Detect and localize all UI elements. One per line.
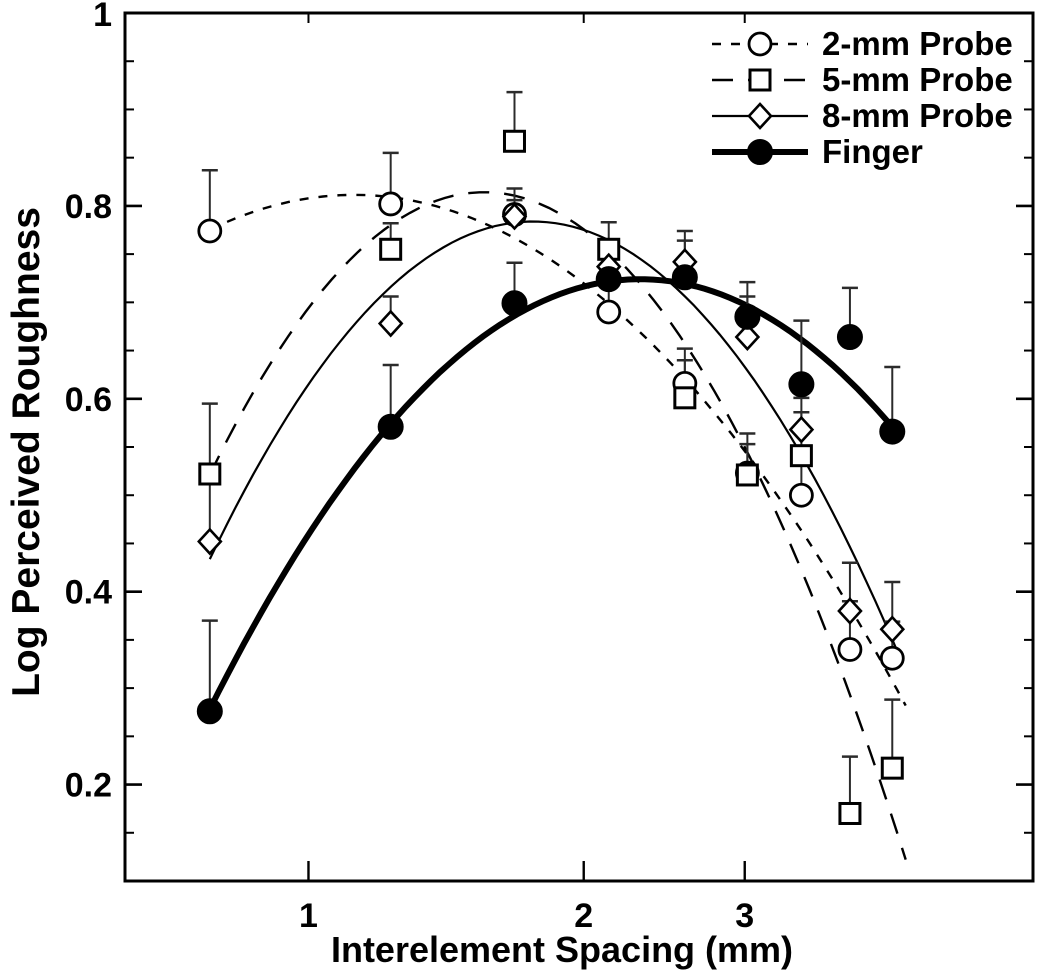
legend-marker-5mm-probe	[712, 68, 808, 92]
data-point-marker	[788, 371, 815, 398]
legend-item-2mm-probe: 2-mm Probe	[712, 25, 1013, 62]
fit-curve-8-mm-probe	[208, 220, 903, 662]
data-point-marker	[879, 418, 906, 445]
series-finger	[196, 264, 906, 725]
x-tick-label: 3	[735, 897, 754, 935]
data-point-marker	[378, 191, 404, 217]
legend-marker-glyph	[747, 139, 773, 165]
fit-curve-5-mm-probe	[208, 191, 907, 860]
data-point-marker	[595, 266, 622, 293]
data-point-marker	[788, 415, 815, 444]
legend-label: 2-mm Probe	[822, 25, 1013, 62]
data-point-marker	[596, 299, 622, 325]
data-point-marker	[734, 303, 761, 330]
legend-label: Finger	[822, 133, 923, 170]
data-point-marker	[196, 698, 223, 725]
y-tick-label: 0.6	[65, 381, 112, 419]
data-point-marker	[377, 413, 404, 440]
y-tick-label: 0.4	[65, 574, 112, 612]
data-point-marker	[197, 218, 223, 244]
data-point-marker	[671, 264, 698, 291]
legend-marker-glyph	[747, 31, 773, 57]
x-axis-title: Interelement Spacing (mm)	[330, 929, 794, 970]
legend-marker-finger	[712, 139, 808, 165]
data-point-marker	[789, 444, 813, 468]
data-point-marker	[502, 129, 526, 153]
series-5-mm-probe	[198, 129, 904, 825]
fitted-curves	[207, 191, 907, 860]
legend-marker-2mm-probe	[712, 31, 808, 57]
legend-marker-8mm-probe	[712, 102, 808, 130]
data-point-marker	[501, 202, 528, 231]
fit-curve-finger	[207, 276, 895, 711]
series-8-mm-probe	[197, 202, 906, 644]
legend-item-finger: Finger	[712, 133, 1013, 170]
data-point-marker	[379, 237, 403, 261]
x-tick-label: 2	[574, 897, 593, 935]
data-point-marker	[197, 527, 223, 556]
data-point-marker	[198, 462, 222, 486]
data-point-marker	[837, 637, 863, 662]
legend-item-5mm-probe: 5-mm Probe	[712, 61, 1013, 98]
axis-ticks: 1 0.8 0.6 0.4 0.2 1 2 3	[65, 0, 1033, 935]
data-point-marker	[747, 139, 773, 165]
data-point-marker	[837, 597, 863, 625]
data-point-marker	[879, 645, 905, 671]
data-point-marker	[879, 615, 906, 644]
data-point-marker	[836, 324, 863, 351]
legend-label: 5-mm Probe	[822, 61, 1013, 98]
data-point-marker	[880, 756, 904, 780]
data-point-marker	[673, 386, 697, 410]
x-tick-label: 1	[299, 897, 318, 935]
data-point-marker	[377, 309, 404, 338]
data-point-marker	[747, 102, 773, 130]
legend-item-8mm-probe: 8-mm Probe	[712, 97, 1013, 134]
legend: 2-mm Probe 5-mm Probe 8-mm Probe Finger	[712, 25, 1013, 170]
y-tick-label: 0.2	[65, 767, 112, 805]
y-axis-title: Log Perceived Roughness	[5, 207, 48, 697]
data-point-marker	[735, 463, 759, 487]
legend-marker-glyph	[748, 68, 772, 92]
legend-label: 8-mm Probe	[822, 97, 1013, 134]
fit-curve-2-mm-probe	[209, 193, 907, 707]
data-point-marker	[734, 323, 761, 351]
data-point-marker	[501, 290, 528, 317]
legend-marker-glyph	[747, 102, 773, 130]
data-point-marker	[747, 31, 773, 57]
data-point-marker	[788, 482, 814, 508]
y-tick-label: 0.8	[65, 188, 112, 226]
y-tick-label: 1	[93, 0, 112, 34]
data-point-marker	[838, 801, 862, 825]
data-point-marker	[748, 68, 772, 92]
